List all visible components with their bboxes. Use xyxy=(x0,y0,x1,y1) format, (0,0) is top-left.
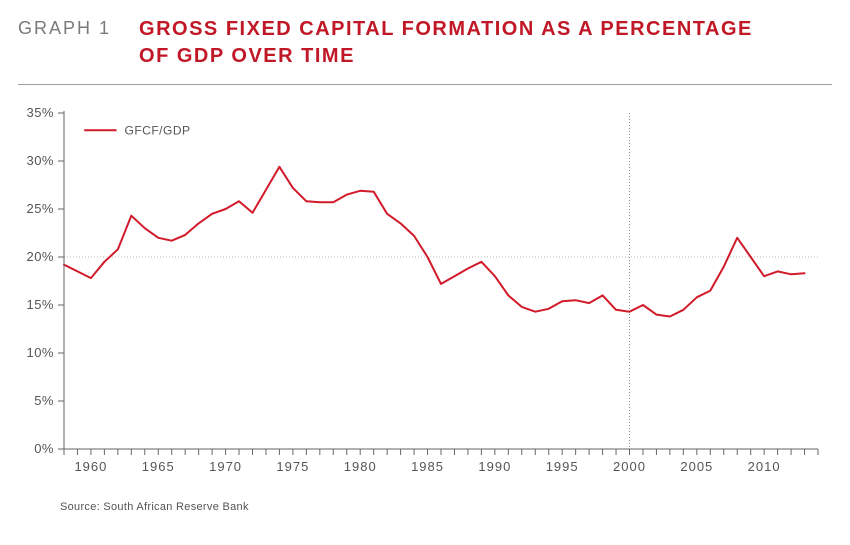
chart-title: GROSS FIXED CAPITAL FORMATION AS A PERCE… xyxy=(139,16,753,70)
y-tick-label: 15% xyxy=(26,297,54,312)
y-tick-label: 35% xyxy=(26,105,54,120)
header-rule xyxy=(18,84,832,85)
chart-header: GRAPH 1 GROSS FIXED CAPITAL FORMATION AS… xyxy=(18,16,832,78)
y-tick-label: 20% xyxy=(26,249,54,264)
chart-title-line1: GROSS FIXED CAPITAL FORMATION AS A PERCE… xyxy=(139,18,753,40)
line-chart: 0% 5% 10% 15% 20% 25% 30% 35% 1960 1965 1970 1975 19… xyxy=(18,99,828,489)
x-tick-label: 1975 xyxy=(276,459,309,474)
x-tick-label: 1995 xyxy=(546,459,579,474)
graph-number-label: GRAPH 1 xyxy=(18,16,111,39)
chart-container: 0% 5% 10% 15% 20% 25% 30% 35% 1960 1965 1970 1975 19… xyxy=(18,99,832,489)
x-tick-label: 1985 xyxy=(411,459,444,474)
y-tick-label: 0% xyxy=(34,441,54,456)
x-tick-label: 2010 xyxy=(748,459,781,474)
y-tick-label: 5% xyxy=(34,393,54,408)
x-tick-label: 1980 xyxy=(344,459,377,474)
x-tick-label: 2000 xyxy=(613,459,646,474)
x-tick-label: 1970 xyxy=(209,459,242,474)
y-tick-label: 25% xyxy=(26,201,54,216)
y-tick-label: 30% xyxy=(26,153,54,168)
x-tick-label: 2005 xyxy=(680,459,713,474)
source-text: Source: South African Reserve Bank xyxy=(60,501,832,513)
y-tick-label: 10% xyxy=(26,345,54,360)
x-tick-label: 1990 xyxy=(478,459,511,474)
x-tick-label: 1960 xyxy=(74,459,107,474)
legend-label: GFCF/GDP xyxy=(125,123,191,137)
chart-title-line2: OF GDP OVER TIME xyxy=(139,45,355,67)
x-tick-label: 1965 xyxy=(142,459,175,474)
